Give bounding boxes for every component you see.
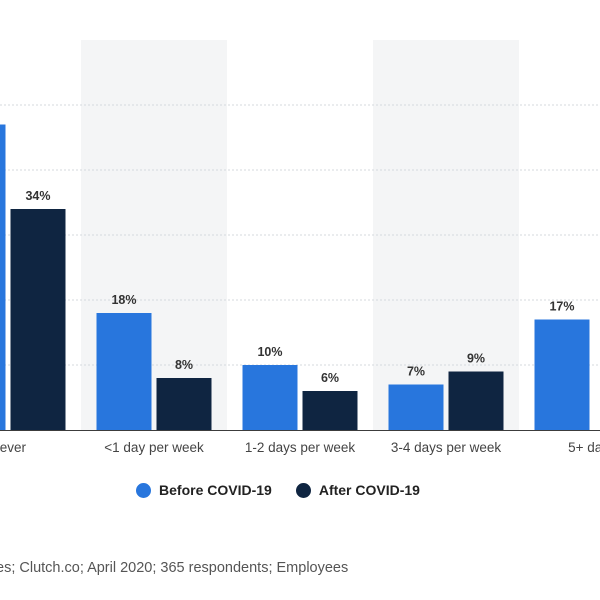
bar[interactable] (242, 365, 298, 430)
x-tick-label: 3-4 days per week (391, 440, 502, 455)
data-label: 10% (257, 345, 282, 359)
data-label: 8% (175, 358, 193, 372)
data-label: 7% (407, 365, 425, 379)
bar[interactable] (534, 319, 590, 431)
legend-dot-after-icon (295, 482, 311, 498)
x-tick-label: <1 day per week (104, 440, 204, 455)
legend-item-before[interactable]: Before COVID-19 (136, 482, 272, 498)
bar[interactable] (388, 384, 444, 431)
legend-label-before: Before COVID-19 (159, 482, 272, 498)
x-tick-label: Never (0, 440, 27, 455)
bar[interactable] (10, 209, 66, 430)
data-label: 34% (25, 189, 50, 203)
bar[interactable] (0, 124, 6, 431)
bar[interactable] (302, 391, 358, 430)
x-tick-label: 5+ days (568, 440, 600, 455)
legend: Before COVID-19 After COVID-19 (0, 482, 556, 498)
bar[interactable] (448, 371, 504, 431)
legend-item-after[interactable]: After COVID-19 (295, 482, 420, 498)
x-tick-label: 1-2 days per week (245, 440, 356, 455)
legend-label-after: After COVID-19 (318, 482, 420, 498)
bar[interactable] (96, 313, 152, 430)
bar[interactable] (156, 378, 212, 430)
data-label: 6% (321, 371, 339, 385)
data-label: 9% (467, 352, 485, 366)
source-note: es; Clutch.co; April 2020; 365 responden… (0, 560, 349, 576)
data-label: 17% (549, 300, 574, 314)
data-label: 18% (111, 293, 136, 307)
legend-dot-before-icon (136, 482, 152, 498)
